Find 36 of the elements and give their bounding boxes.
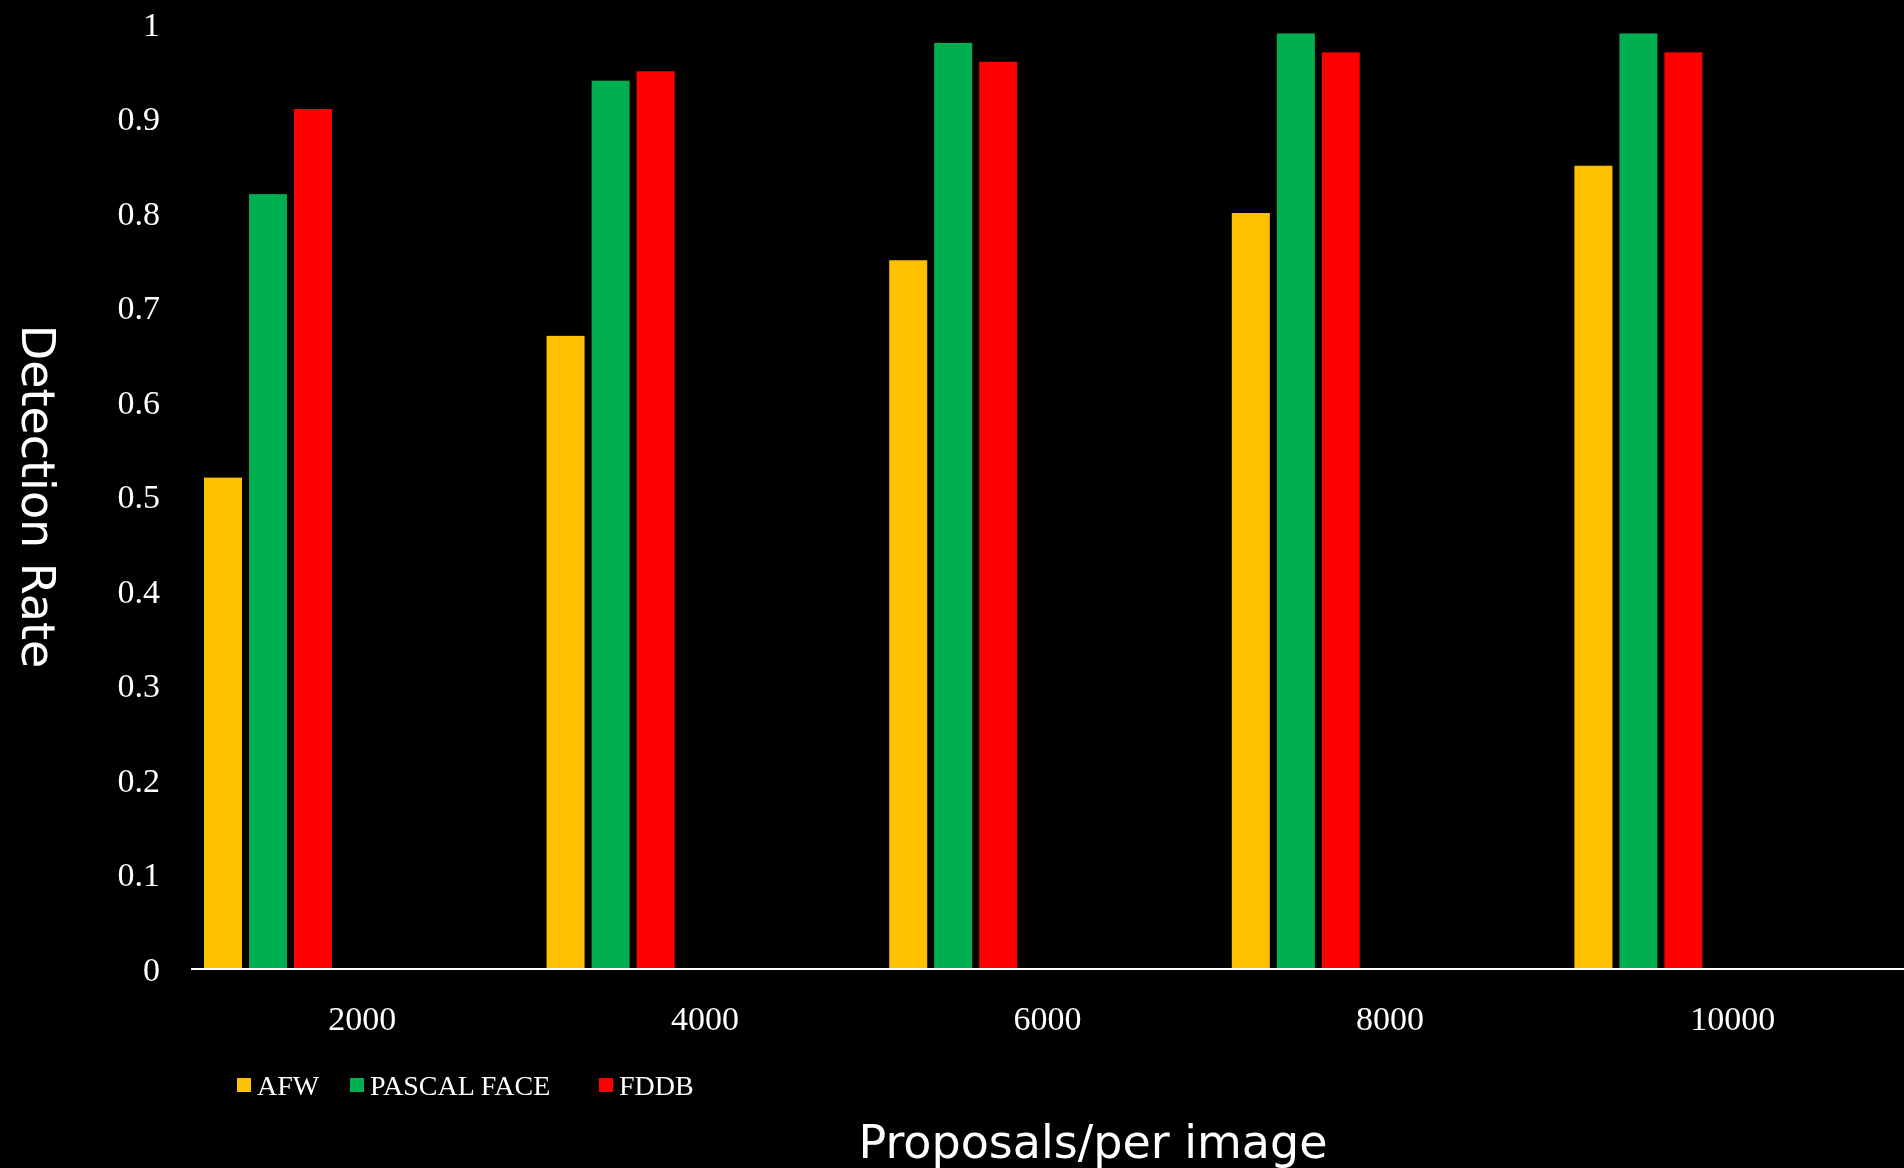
x-tick-label: 2000 bbox=[328, 1000, 397, 1037]
legend-label: FDDB bbox=[619, 1069, 694, 1101]
y-tick-label: 0.3 bbox=[117, 667, 160, 705]
legend-label: AFW bbox=[257, 1069, 320, 1101]
y-tick-label: 0.6 bbox=[117, 383, 160, 421]
bar bbox=[889, 260, 928, 969]
y-tick-label: 0.1 bbox=[117, 856, 160, 894]
y-tick-label: 0.5 bbox=[117, 478, 160, 516]
x-tick-label: 8000 bbox=[1356, 1000, 1425, 1037]
y-tick-label: 1 bbox=[143, 5, 160, 43]
bar bbox=[294, 109, 332, 969]
bar bbox=[934, 42, 973, 969]
bar bbox=[591, 80, 630, 969]
bar bbox=[204, 477, 242, 969]
bar bbox=[1574, 165, 1613, 969]
bar bbox=[1276, 33, 1315, 969]
x-tick-label: 10000 bbox=[1690, 1000, 1776, 1037]
y-tick-label: 0.7 bbox=[117, 289, 160, 327]
x-tick-label: 4000 bbox=[670, 1000, 739, 1037]
bar bbox=[1321, 52, 1360, 969]
bar bbox=[1231, 213, 1270, 969]
y-tick-label: 0.2 bbox=[117, 761, 160, 799]
y-tick-label: 0 bbox=[143, 950, 160, 988]
y-tick-label: 0.4 bbox=[117, 572, 160, 610]
bar bbox=[546, 335, 585, 969]
legend-label: PASCAL FACE bbox=[370, 1069, 551, 1101]
bar bbox=[249, 194, 287, 969]
y-tick-label: 0.8 bbox=[117, 194, 160, 232]
bar bbox=[636, 71, 675, 969]
bar bbox=[1619, 33, 1658, 969]
bar bbox=[1664, 52, 1703, 969]
bar bbox=[979, 61, 1018, 969]
y-tick-label: 0.9 bbox=[117, 100, 160, 138]
x-axis-title: Proposals/per image bbox=[858, 1115, 1328, 1168]
x-tick-label: 6000 bbox=[1013, 1000, 1082, 1037]
y-axis-title: Detection Rate bbox=[11, 324, 65, 669]
